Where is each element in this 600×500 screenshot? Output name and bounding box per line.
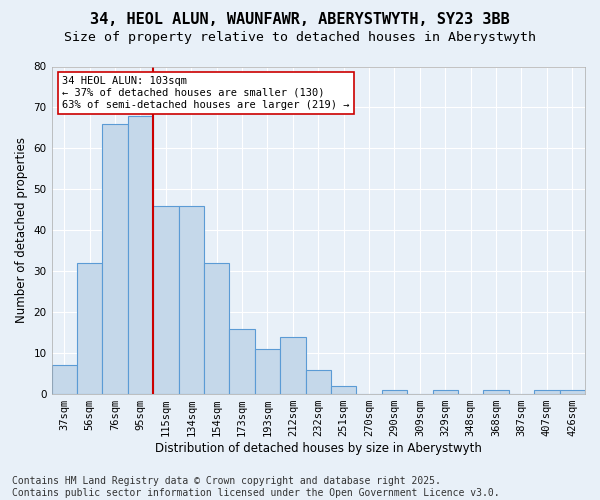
Text: 34, HEOL ALUN, WAUNFAWR, ABERYSTWYTH, SY23 3BB: 34, HEOL ALUN, WAUNFAWR, ABERYSTWYTH, SY… bbox=[90, 12, 510, 28]
Bar bbox=[52, 366, 77, 394]
Bar bbox=[433, 390, 458, 394]
Bar bbox=[255, 349, 280, 394]
Bar bbox=[153, 206, 179, 394]
Bar bbox=[204, 263, 229, 394]
X-axis label: Distribution of detached houses by size in Aberystwyth: Distribution of detached houses by size … bbox=[155, 442, 482, 455]
Bar bbox=[331, 386, 356, 394]
Bar bbox=[229, 328, 255, 394]
Bar bbox=[77, 263, 103, 394]
Bar bbox=[484, 390, 509, 394]
Bar bbox=[280, 337, 305, 394]
Bar bbox=[103, 124, 128, 394]
Bar bbox=[534, 390, 560, 394]
Bar bbox=[179, 206, 204, 394]
Text: 34 HEOL ALUN: 103sqm
← 37% of detached houses are smaller (130)
63% of semi-deta: 34 HEOL ALUN: 103sqm ← 37% of detached h… bbox=[62, 76, 350, 110]
Text: Contains HM Land Registry data © Crown copyright and database right 2025.
Contai: Contains HM Land Registry data © Crown c… bbox=[12, 476, 500, 498]
Bar bbox=[560, 390, 585, 394]
Bar bbox=[305, 370, 331, 394]
Bar bbox=[382, 390, 407, 394]
Text: Size of property relative to detached houses in Aberystwyth: Size of property relative to detached ho… bbox=[64, 31, 536, 44]
Bar bbox=[128, 116, 153, 394]
Y-axis label: Number of detached properties: Number of detached properties bbox=[15, 138, 28, 324]
